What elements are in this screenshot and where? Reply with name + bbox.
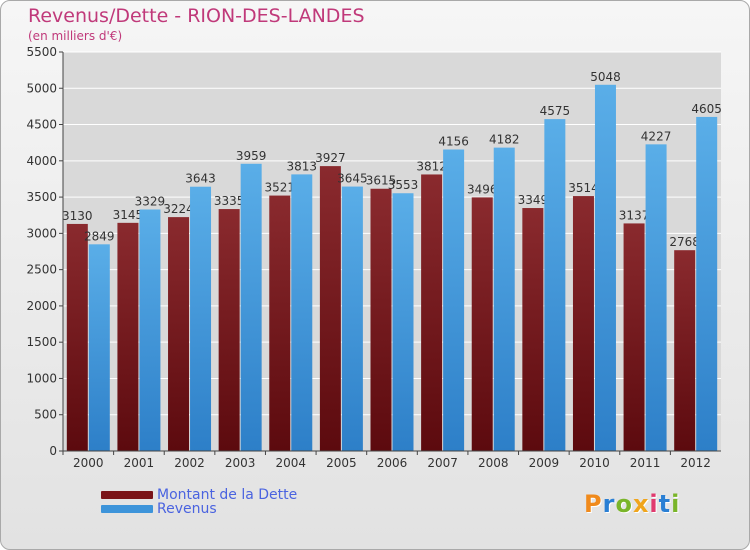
chart-title: Revenus/Dette - RION-DES-LANDES — [28, 5, 365, 27]
bar-dette — [168, 217, 190, 451]
data-label-dette: 2768 — [669, 235, 700, 249]
legend-swatch-revenus — [101, 505, 153, 513]
logo-letter: i — [671, 490, 681, 518]
bar-dette — [421, 174, 443, 451]
data-label-dette: 3927 — [315, 151, 346, 165]
data-label-revenus: 4182 — [489, 133, 520, 147]
bar-dette — [370, 188, 392, 452]
y-tick-label: 2500 — [26, 263, 57, 277]
logo-letter: r — [602, 490, 616, 518]
x-tick-label: 2004 — [275, 456, 306, 470]
data-label-dette: 3349 — [518, 193, 549, 207]
bar-revenus — [544, 119, 566, 451]
data-label-revenus: 3959 — [236, 149, 267, 163]
data-label-revenus: 3643 — [185, 172, 216, 186]
x-tick-label: 2005 — [326, 456, 357, 470]
x-tick-label: 2012 — [680, 456, 711, 470]
data-label-revenus: 3553 — [388, 178, 419, 192]
data-label-dette: 3145 — [113, 208, 144, 222]
y-tick-label: 500 — [34, 408, 57, 422]
bar-dette — [623, 223, 645, 451]
bar-revenus — [341, 186, 363, 451]
bar-dette — [117, 222, 139, 451]
x-tick-label: 2007 — [427, 456, 458, 470]
bar-revenus — [190, 186, 212, 451]
logo-letter: i — [649, 490, 659, 518]
x-tick-label: 2000 — [73, 456, 104, 470]
data-label-revenus: 4605 — [691, 102, 722, 116]
data-label-dette: 3137 — [619, 208, 650, 222]
chart-subtitle: (en milliers d'€) — [28, 29, 123, 43]
x-tick-label: 2010 — [579, 456, 610, 470]
bar-dette — [674, 250, 696, 451]
data-label-dette: 3496 — [467, 182, 498, 196]
data-label-dette: 3615 — [366, 174, 397, 188]
plot-area — [63, 52, 721, 451]
bar-revenus — [594, 84, 616, 452]
bar-revenus — [291, 174, 313, 451]
legend-swatch-dette — [101, 491, 153, 499]
data-label-revenus: 2849 — [84, 229, 115, 243]
logo-letter: o — [615, 490, 633, 518]
data-label-dette: 3130 — [62, 209, 93, 223]
data-label-revenus: 3813 — [286, 159, 317, 173]
data-label-dette: 3521 — [264, 181, 295, 195]
y-tick-label: 5500 — [26, 45, 57, 59]
logo-letter: x — [632, 490, 650, 518]
bar-dette — [319, 166, 341, 451]
bar-revenus — [88, 244, 110, 451]
bar-revenus — [493, 147, 515, 451]
axes: 0 500 1000 1500 2000 2500 3000 3500 4000 4500 5000… — [26, 45, 721, 470]
data-label-revenus: 4156 — [438, 135, 469, 149]
logo-letter: t — [658, 490, 672, 518]
x-tick-label: 2001 — [124, 456, 155, 470]
x-tick-label: 2009 — [529, 456, 560, 470]
data-label-dette: 3335 — [214, 194, 245, 208]
bar-revenus — [392, 193, 414, 451]
data-label-revenus: 3329 — [135, 194, 166, 208]
bar-dette — [471, 197, 493, 451]
x-tick-label: 2003 — [225, 456, 256, 470]
data-label-dette: 3812 — [416, 159, 447, 173]
bar-dette — [269, 195, 291, 451]
legend-label-revenus: Revenus — [157, 501, 217, 517]
bar-dette — [66, 223, 88, 451]
bar-revenus — [443, 149, 465, 451]
legend-item-revenus: Revenus — [101, 502, 217, 516]
bar-revenus — [139, 209, 161, 451]
data-label-revenus: 4227 — [641, 129, 672, 143]
y-tick-label: 0 — [49, 444, 57, 458]
bar-dette — [522, 208, 544, 451]
y-tick-label: 5000 — [26, 81, 57, 95]
y-tick-label: 4000 — [26, 154, 57, 168]
x-tick-label: 2006 — [377, 456, 408, 470]
y-tick-label: 3000 — [26, 226, 57, 240]
x-tick-label: 2011 — [630, 456, 661, 470]
y-tick-label: 4500 — [26, 118, 57, 132]
logo-letter: P — [584, 490, 603, 518]
legend-label-dette: Montant de la Dette — [157, 487, 298, 503]
y-tick-label: 2000 — [26, 299, 57, 313]
legend-item-dette: Montant de la Dette — [101, 488, 297, 502]
y-tick-label: 3500 — [26, 190, 57, 204]
data-label-revenus: 4575 — [540, 104, 571, 118]
bar-revenus — [645, 144, 667, 452]
data-label-dette: 3224 — [163, 202, 194, 216]
y-tick-label: 1500 — [26, 335, 57, 349]
bar-revenus — [240, 163, 262, 451]
x-tick-label: 2002 — [174, 456, 205, 470]
bar-revenus — [696, 116, 718, 451]
data-label-revenus: 3645 — [337, 172, 368, 186]
bar-dette — [218, 209, 240, 451]
y-tick-label: 1000 — [26, 371, 57, 385]
proxiti-logo: Proxiti — [584, 490, 680, 518]
bar-dette — [572, 196, 594, 451]
data-label-revenus: 5048 — [590, 70, 621, 84]
data-label-dette: 3514 — [568, 181, 599, 195]
x-tick-label: 2008 — [478, 456, 509, 470]
